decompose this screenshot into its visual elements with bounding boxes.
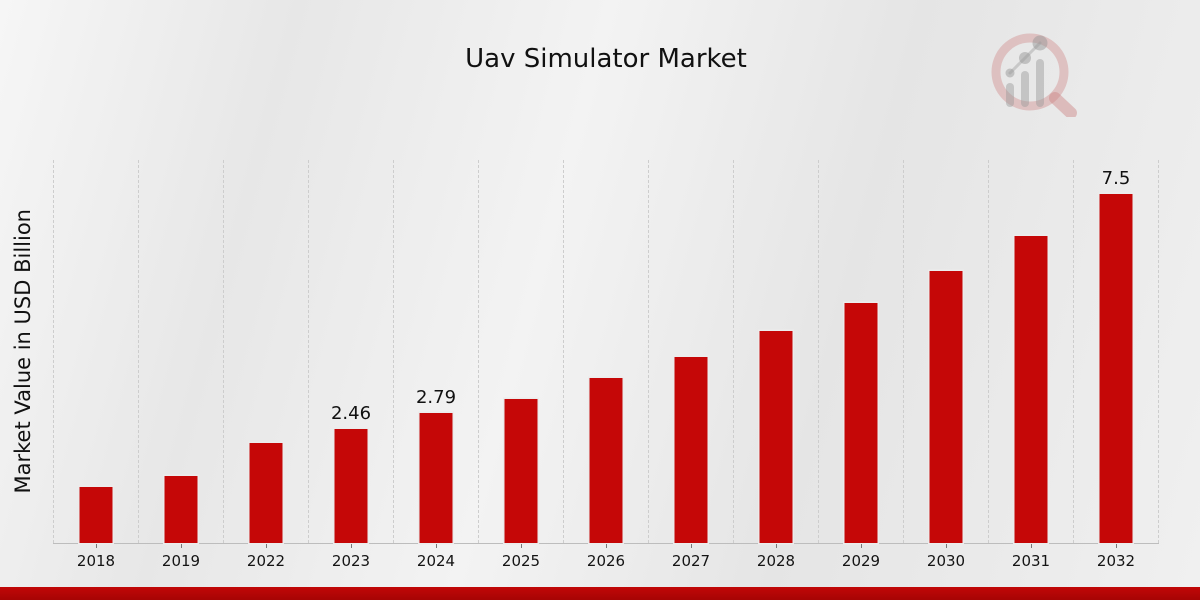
bar — [334, 429, 368, 543]
bar-cell: 2027 — [648, 160, 733, 570]
bar — [589, 378, 623, 543]
bar-cell: 2031 — [988, 160, 1073, 570]
x-axis-tick-label: 2023 — [331, 552, 371, 570]
chart-title: Uav Simulator Market — [465, 44, 747, 74]
bar-cell: 2025 — [478, 160, 563, 570]
y-axis-label-container: Market Value in USD Billion — [4, 160, 42, 543]
bar-cell: 2.79 2024 — [393, 160, 478, 570]
bar-cell: 7.5 2032 — [1073, 160, 1159, 570]
bar-value-label: 7.5 — [1101, 168, 1131, 189]
bar — [164, 476, 198, 543]
x-axis-tick — [521, 544, 522, 548]
bar-cell: 2019 — [138, 160, 223, 570]
x-axis-tick — [1031, 544, 1032, 548]
x-axis-tick-label: 2026 — [586, 552, 626, 570]
bar-cell: 2.46 2023 — [308, 160, 393, 570]
x-axis-tick-label: 2031 — [1011, 552, 1051, 570]
bar — [844, 303, 878, 543]
x-axis-tick — [861, 544, 862, 548]
bar-cell: 2030 — [903, 160, 988, 570]
x-axis-tick — [96, 544, 97, 548]
plot-area: 2018 2019 2022 2.46 2023 2.79 2024 2025 2026 2027… — [53, 160, 1159, 570]
bar — [674, 357, 708, 543]
bar — [79, 487, 113, 543]
x-axis-tick-label: 2030 — [926, 552, 966, 570]
x-axis-tick-label: 2019 — [161, 552, 201, 570]
x-axis-tick — [351, 544, 352, 548]
bar-cell: 2026 — [563, 160, 648, 570]
magnifier-bar-chart-logo-icon — [991, 33, 1077, 117]
bar-value-label: 2.46 — [330, 403, 372, 424]
bar-cell: 2029 — [818, 160, 903, 570]
bar — [1099, 194, 1133, 543]
x-axis-tick — [266, 544, 267, 548]
y-axis-label: Market Value in USD Billion — [11, 209, 35, 494]
x-axis-tick — [1116, 544, 1117, 548]
x-axis-tick-label: 2024 — [416, 552, 456, 570]
bar-value-label: 2.79 — [415, 387, 457, 408]
x-axis-tick — [691, 544, 692, 548]
x-axis-tick-label: 2018 — [76, 552, 116, 570]
bar-cell: 2022 — [223, 160, 308, 570]
bar — [249, 443, 283, 543]
bottom-banner — [0, 587, 1200, 600]
x-axis-tick — [606, 544, 607, 548]
x-axis-tick-label: 2022 — [246, 552, 286, 570]
x-axis-tick-label: 2027 — [671, 552, 711, 570]
bar — [504, 399, 538, 543]
x-axis-tick — [946, 544, 947, 548]
x-axis-tick-label: 2029 — [841, 552, 881, 570]
x-axis-tick-label: 2032 — [1096, 552, 1136, 570]
bar — [929, 271, 963, 543]
bar — [419, 413, 453, 543]
bar — [759, 331, 793, 543]
bar-cell: 2018 — [53, 160, 138, 570]
x-axis-tick — [181, 544, 182, 548]
bar — [1014, 236, 1048, 543]
bar-cell: 2028 — [733, 160, 818, 570]
x-axis-tick — [436, 544, 437, 548]
x-axis-tick-label: 2028 — [756, 552, 796, 570]
x-axis-tick-label: 2025 — [501, 552, 541, 570]
x-axis-tick — [776, 544, 777, 548]
